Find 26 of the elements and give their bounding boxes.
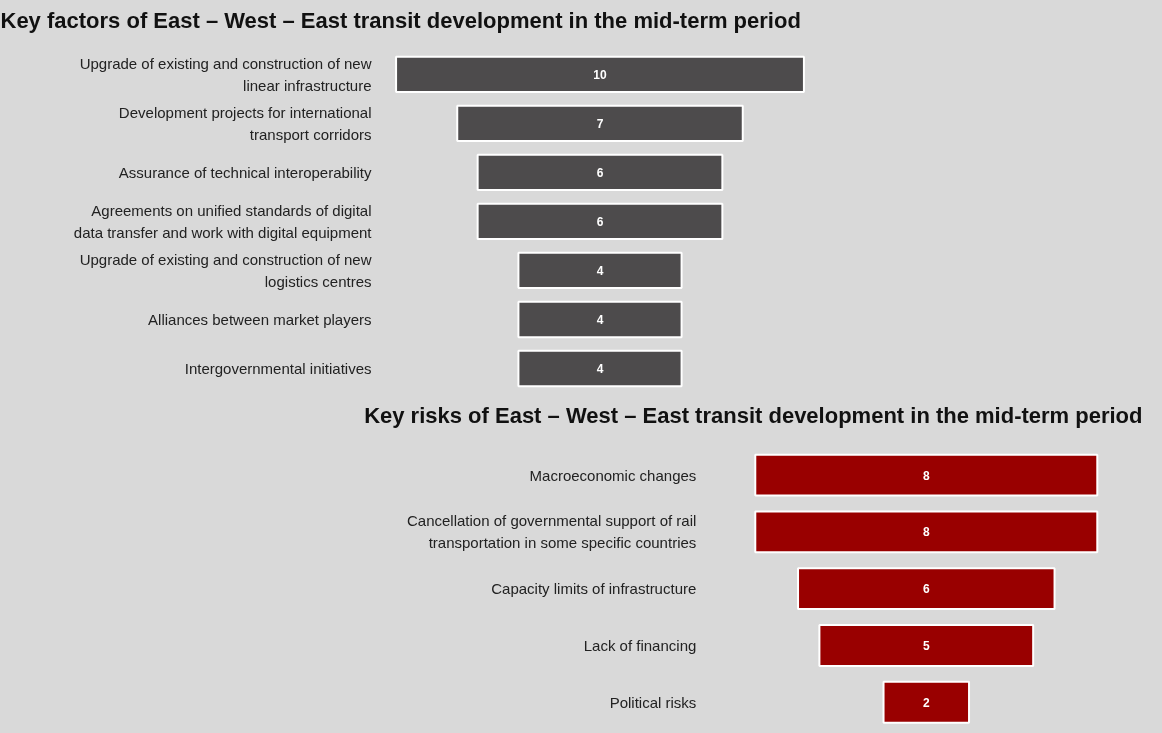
- data-label: 4: [596, 312, 604, 327]
- category-label: Development projects for international transport corridors: [118, 103, 372, 143]
- data-label: 4: [596, 362, 604, 377]
- category-label: Cancellation of governmental support of rail transportation in some specific countries: [406, 512, 697, 552]
- data-label: 6: [922, 582, 930, 597]
- category-label: Upgrade of existing and construction of new linear infrastructure: [79, 54, 372, 94]
- data-label: 2: [922, 695, 930, 710]
- category-label: Intergovernmental initiatives: [184, 360, 372, 378]
- category-label: Alliances between market players: [148, 310, 372, 328]
- category-label: Lack of financing: [583, 636, 697, 654]
- data-label: 8: [922, 525, 930, 540]
- data-label: 8: [922, 468, 930, 483]
- data-label: 6: [596, 165, 604, 180]
- text: Key factors of East – West – East transit development in the mid-term period: [0, 7, 801, 33]
- category-label: Agreements on unified standards of digital data transfer and work with digital equipment: [73, 201, 373, 241]
- text: Key risks of East – West – East transit development in the mid-term period: [364, 402, 1143, 428]
- data-label: 5: [922, 638, 930, 653]
- data-label: 4: [596, 263, 604, 278]
- data-label: 6: [596, 214, 604, 229]
- category-label: Assurance of technical interoperability: [118, 163, 372, 181]
- data-label: 10: [593, 67, 607, 82]
- category-label: Political risks: [609, 693, 697, 711]
- category-label: Capacity limits of infrastructure: [491, 580, 697, 598]
- category-label: Macroeconomic changes: [529, 466, 697, 484]
- data-label: 7: [596, 116, 604, 131]
- category-label: Upgrade of existing and construction of new logistics centres: [79, 250, 372, 290]
